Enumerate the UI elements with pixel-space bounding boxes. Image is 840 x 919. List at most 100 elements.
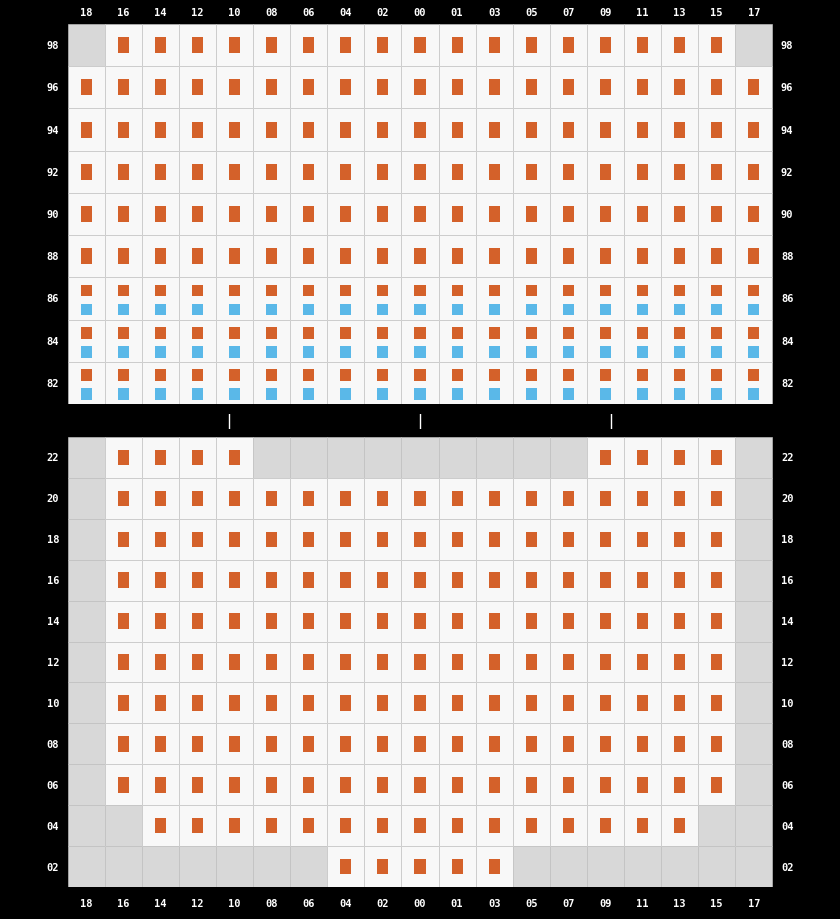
Bar (698, 25, 735, 67)
Bar (155, 532, 166, 548)
Bar (229, 38, 240, 54)
Bar (290, 25, 328, 67)
Bar (512, 194, 550, 236)
Text: 82: 82 (46, 379, 59, 389)
Bar (735, 109, 772, 152)
Bar (340, 304, 351, 316)
Bar (550, 437, 587, 479)
Bar (377, 736, 388, 752)
Bar (452, 696, 463, 711)
Bar (475, 805, 512, 846)
Text: 07: 07 (562, 898, 575, 908)
Bar (192, 346, 203, 358)
Text: 96: 96 (781, 84, 794, 93)
Bar (81, 285, 92, 297)
Bar (512, 723, 550, 765)
Bar (489, 654, 500, 670)
Bar (402, 236, 438, 278)
Text: 14: 14 (154, 898, 166, 908)
Bar (266, 389, 277, 401)
Bar (600, 38, 611, 54)
Bar (192, 369, 203, 381)
Bar (266, 491, 277, 506)
Bar (118, 532, 129, 548)
Bar (452, 532, 463, 548)
Bar (414, 614, 426, 630)
Bar (550, 236, 587, 278)
Text: 10: 10 (228, 898, 241, 908)
Bar (735, 67, 772, 109)
Bar (328, 683, 365, 723)
Bar (266, 614, 277, 630)
Bar (600, 573, 611, 588)
Bar (550, 560, 587, 601)
Bar (192, 736, 203, 752)
Bar (475, 765, 512, 805)
Bar (105, 25, 142, 67)
Bar (105, 641, 142, 683)
Bar (452, 207, 463, 222)
Text: 12: 12 (192, 7, 204, 17)
Bar (711, 304, 722, 316)
Text: 22: 22 (46, 453, 59, 463)
Bar (81, 249, 92, 265)
Bar (512, 320, 550, 362)
Bar (489, 207, 500, 222)
Bar (340, 491, 351, 506)
Bar (179, 683, 216, 723)
Bar (624, 641, 661, 683)
Bar (637, 346, 648, 358)
Bar (438, 109, 475, 152)
Bar (587, 519, 624, 560)
Bar (266, 249, 277, 265)
Bar (365, 320, 402, 362)
Bar (475, 278, 512, 320)
Bar (266, 696, 277, 711)
Bar (118, 736, 129, 752)
Bar (303, 249, 314, 265)
Bar (179, 479, 216, 519)
Bar (661, 25, 698, 67)
Bar (68, 519, 105, 560)
Bar (600, 532, 611, 548)
Bar (402, 152, 438, 194)
Bar (698, 601, 735, 641)
Bar (661, 805, 698, 846)
Bar (637, 285, 648, 297)
Bar (216, 320, 253, 362)
Bar (735, 846, 772, 887)
Text: 00: 00 (414, 7, 426, 17)
Bar (155, 736, 166, 752)
Bar (600, 450, 611, 466)
Bar (600, 818, 611, 834)
Bar (118, 80, 129, 96)
Bar (475, 641, 512, 683)
Bar (600, 304, 611, 316)
Bar (142, 519, 179, 560)
Bar (105, 362, 142, 404)
Bar (452, 122, 463, 139)
Bar (452, 614, 463, 630)
Bar (303, 573, 314, 588)
Bar (526, 80, 537, 96)
Bar (179, 25, 216, 67)
Bar (192, 327, 203, 339)
Bar (674, 736, 685, 752)
Bar (748, 285, 759, 297)
Bar (377, 532, 388, 548)
Bar (735, 805, 772, 846)
Bar (365, 805, 402, 846)
Bar (489, 777, 500, 792)
Bar (414, 369, 426, 381)
Bar (179, 437, 216, 479)
Bar (253, 479, 290, 519)
Bar (303, 122, 314, 139)
Bar (179, 67, 216, 109)
Text: 94: 94 (781, 125, 794, 135)
Bar (489, 491, 500, 506)
Bar (512, 67, 550, 109)
Bar (179, 320, 216, 362)
Bar (563, 818, 574, 834)
Bar (711, 736, 722, 752)
Bar (290, 683, 328, 723)
